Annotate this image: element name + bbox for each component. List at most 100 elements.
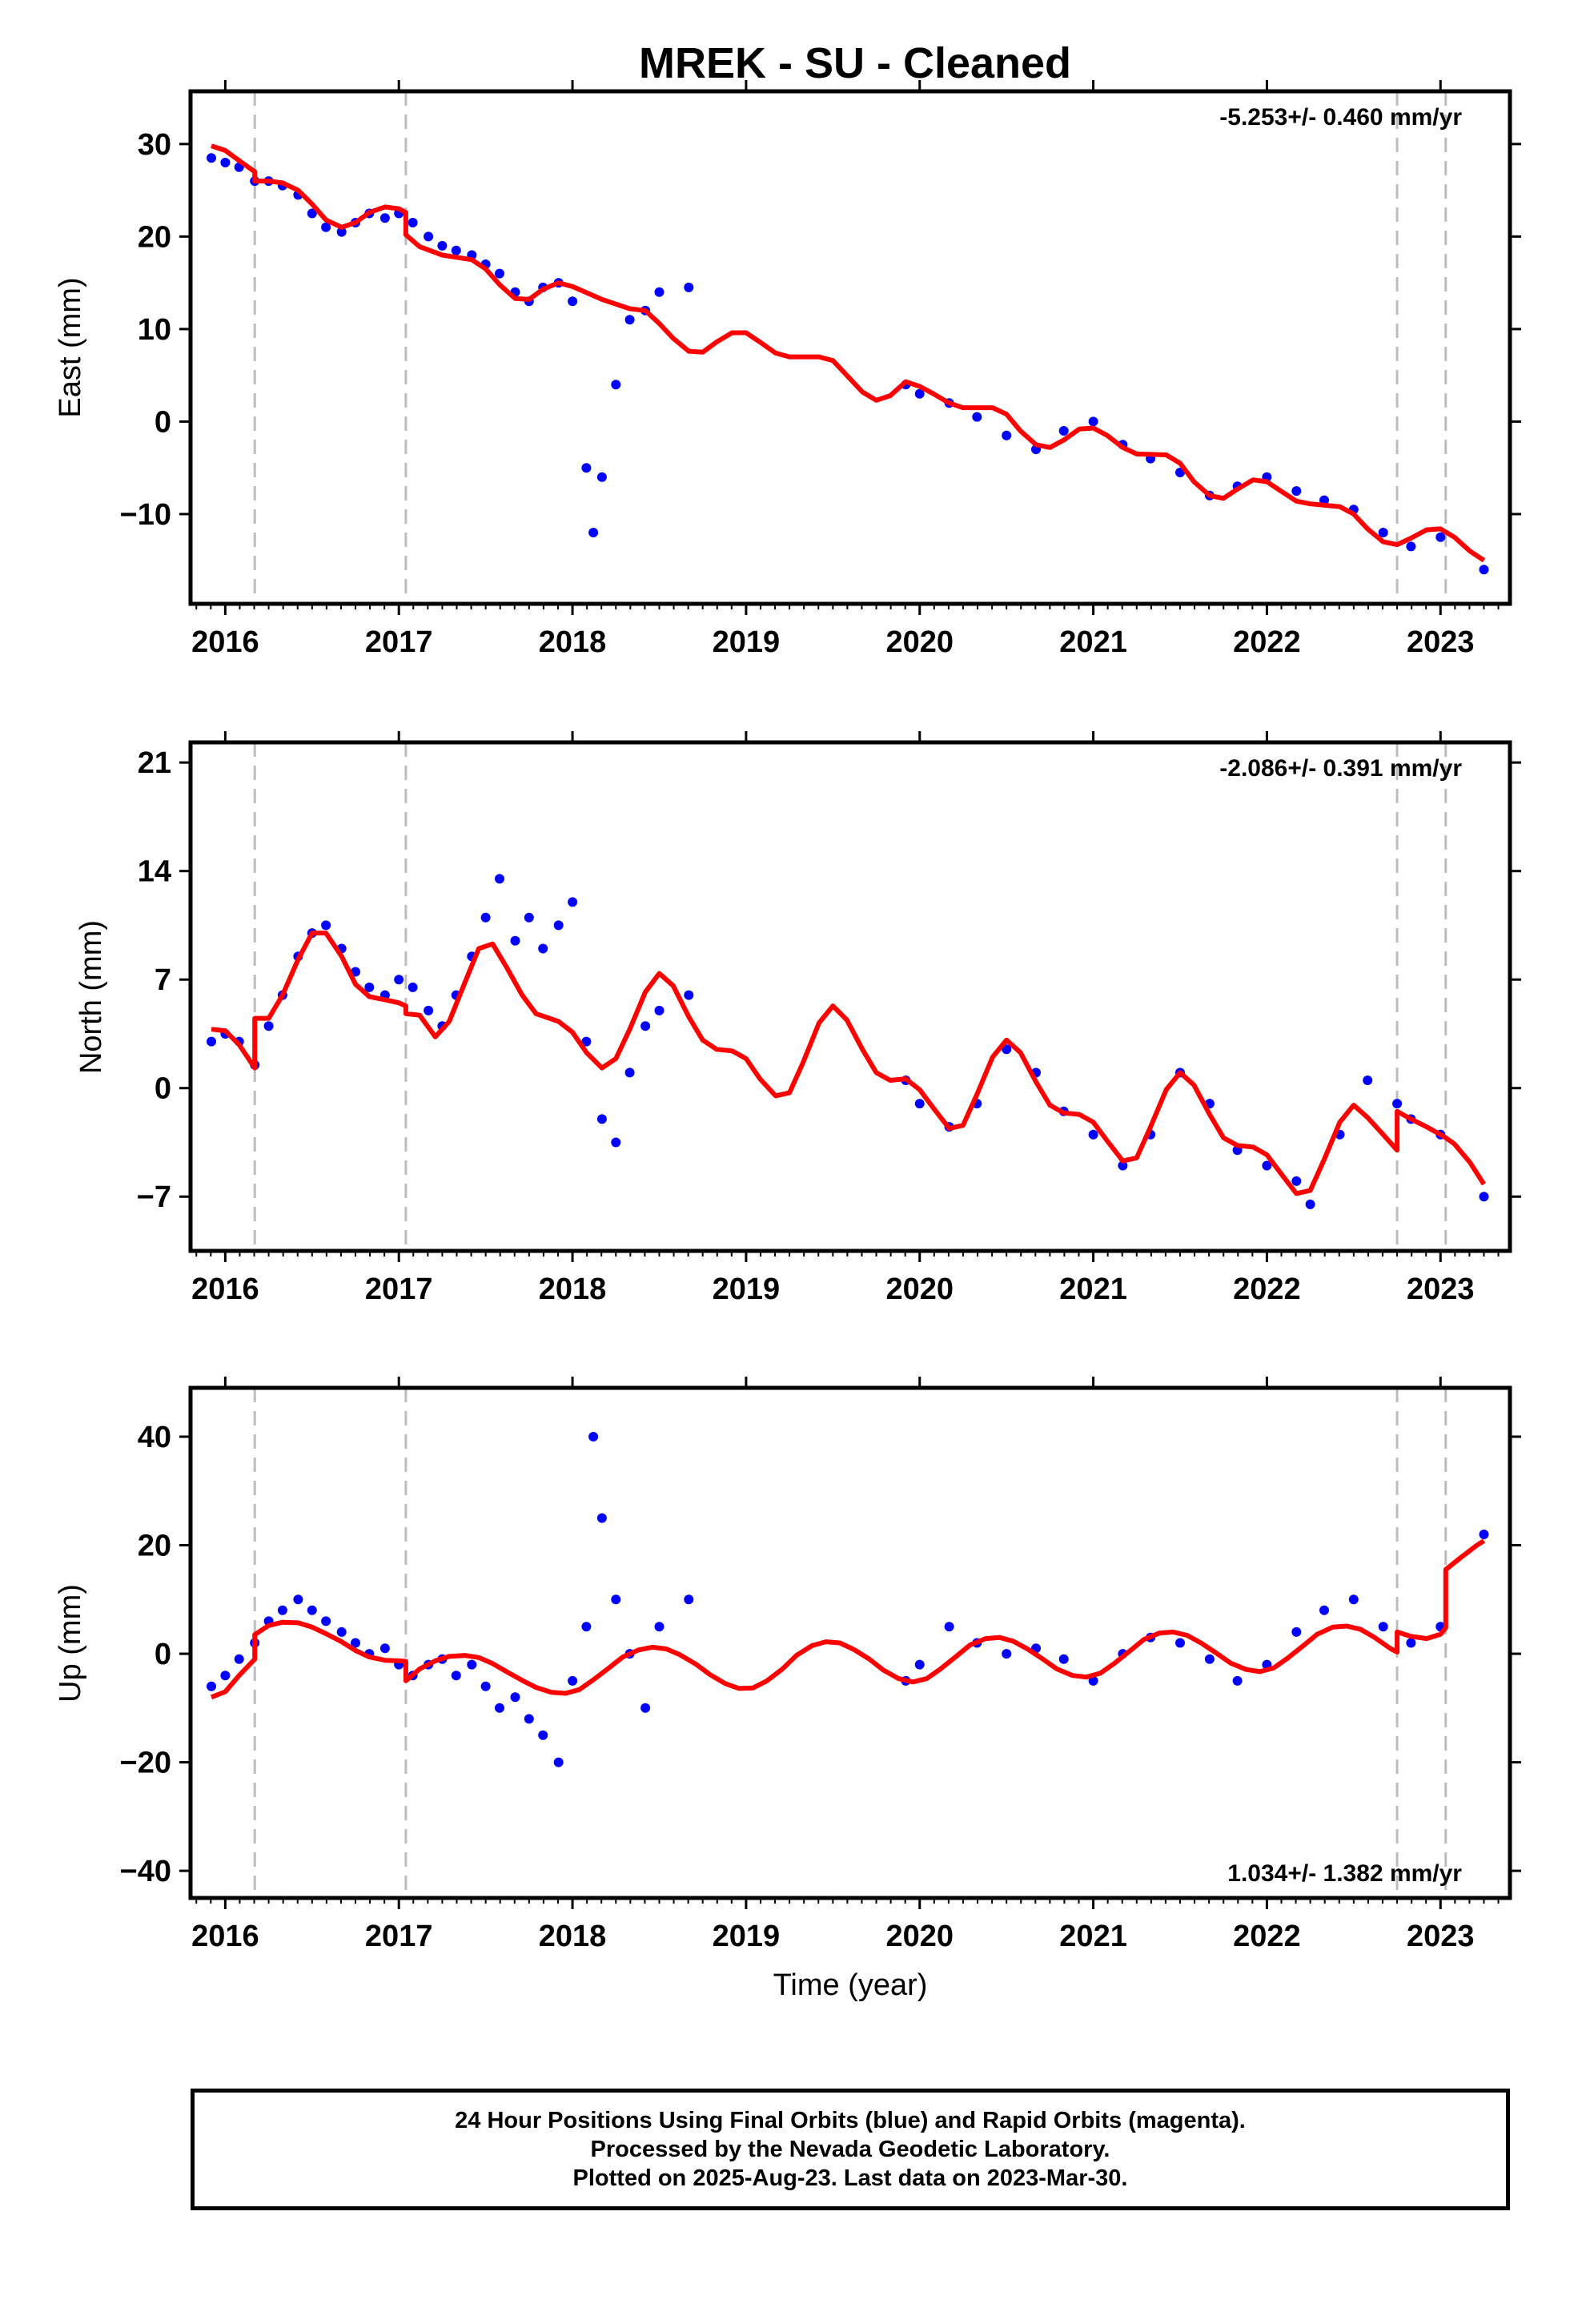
data-point [451, 245, 461, 255]
frame-north [188, 740, 1512, 1253]
data-point [480, 1681, 491, 1691]
data-point [510, 935, 520, 946]
data-point [654, 1005, 665, 1015]
data-point [1002, 1649, 1012, 1659]
data-point [1479, 565, 1489, 575]
data-point [379, 213, 390, 223]
data-point [640, 1021, 651, 1031]
ticks-up: 2016 2017 2018 2019 2020 2021 2022 2023 40 20 0 −20… [120, 1377, 1521, 1953]
data-point [914, 1099, 925, 1109]
data-point [640, 1703, 651, 1713]
data-point [654, 287, 665, 297]
data-point [1392, 1099, 1403, 1109]
data-point [1479, 1530, 1489, 1539]
rate-label-up: 1.034+/- 1.382 mm/yr [1227, 1860, 1462, 1887]
data-point [568, 296, 578, 307]
footer-caption-box: 24 Hour Positions Using Final Orbits (bl… [191, 2089, 1510, 2210]
data-point [1305, 1199, 1315, 1209]
y-tick-label: 10 [138, 313, 171, 347]
data-point [424, 1005, 434, 1015]
x-tick-label: 2018 [539, 625, 607, 659]
x-tick-label: 2021 [1059, 625, 1127, 659]
ticks-east: 2016 2017 2018 2019 2020 2021 2022 2023 30 20 10 0 −… [120, 80, 1521, 659]
breaks-up [253, 1388, 1447, 1898]
y-tick-label: 0 [155, 405, 171, 439]
x-tick-label: 2019 [713, 1273, 781, 1306]
data-point [1363, 1076, 1373, 1085]
points-north [207, 874, 1489, 1209]
data-point [1175, 1638, 1185, 1648]
x-tick-label: 2022 [1233, 625, 1301, 659]
data-point [596, 1114, 607, 1124]
x-tick-label: 2018 [539, 1273, 607, 1306]
data-point [654, 1622, 665, 1632]
model-curve [211, 931, 1487, 1196]
ticks-north: 2016 2017 2018 2019 2020 2021 2022 2023 21 14 7 0 −7 [137, 731, 1521, 1306]
data-point [307, 1605, 317, 1615]
data-point [207, 153, 216, 163]
data-point [408, 218, 418, 227]
x-tick-label: 2023 [1407, 1920, 1475, 1953]
data-point [1058, 426, 1069, 436]
frame-up [188, 1385, 1512, 1900]
data-point [1291, 486, 1302, 497]
x-tick-label: 2016 [191, 1273, 259, 1306]
data-point [588, 1432, 599, 1441]
data-point [1378, 528, 1388, 537]
data-point [1291, 1626, 1302, 1637]
data-point [588, 528, 599, 537]
x-tick-label: 2023 [1407, 1273, 1475, 1306]
model-north [211, 931, 1487, 1196]
y-tick-label: −20 [120, 1747, 171, 1780]
data-point [1232, 1675, 1243, 1686]
y-tick-label: 0 [155, 1072, 171, 1106]
data-point [467, 1659, 477, 1670]
y-tick-label: 30 [138, 128, 171, 162]
data-point [351, 1638, 360, 1648]
data-point [424, 231, 434, 242]
y-tick-label: 7 [155, 963, 171, 997]
data-point [451, 1671, 461, 1681]
data-point [596, 472, 607, 482]
data-point [220, 158, 231, 167]
data-point [1406, 541, 1416, 552]
x-tick-label: 2016 [191, 1920, 259, 1953]
data-point [437, 240, 448, 251]
data-point [1479, 1192, 1489, 1202]
y-tick-label: 14 [138, 855, 171, 889]
data-point [684, 1594, 694, 1605]
data-point [944, 1622, 954, 1632]
y-tick-label: 20 [138, 220, 171, 254]
data-point [611, 380, 621, 390]
data-point [336, 1626, 347, 1637]
model-up [210, 1538, 1486, 1700]
footer-line-1: 24 Hour Positions Using Final Orbits (bl… [455, 2108, 1246, 2133]
y-tick-label: 21 [138, 746, 171, 780]
data-point [1291, 1176, 1302, 1186]
footer-line-3: Plotted on 2025-Aug-23. Last data on 202… [572, 2165, 1128, 2191]
data-point [293, 1594, 303, 1605]
rate-label-east: -5.253+/- 0.460 mm/yr [1219, 104, 1462, 131]
data-point [207, 1681, 216, 1691]
data-point [336, 227, 347, 237]
data-point [364, 982, 375, 992]
data-point [277, 1605, 287, 1615]
data-point [220, 1671, 231, 1681]
panel-up: 2016 2017 2018 2019 2020 2021 2022 2023 40 20 0 −20… [54, 1377, 1521, 2002]
x-tick-label: 2017 [365, 1273, 433, 1306]
frame-east [188, 89, 1512, 606]
data-point [1406, 1638, 1416, 1648]
points-up [207, 1432, 1489, 1767]
x-tick-label: 2020 [885, 1273, 954, 1306]
model-curve [211, 143, 1486, 563]
data-point [972, 412, 982, 422]
data-point [624, 315, 635, 325]
data-point [1002, 430, 1012, 440]
x-axis-label: Time (year) [773, 1968, 928, 2002]
data-point [684, 282, 694, 292]
data-point [1435, 532, 1446, 542]
data-point [553, 920, 564, 931]
y-axis-label-north: North (mm) [74, 920, 108, 1074]
y-tick-label: 0 [155, 1638, 171, 1671]
